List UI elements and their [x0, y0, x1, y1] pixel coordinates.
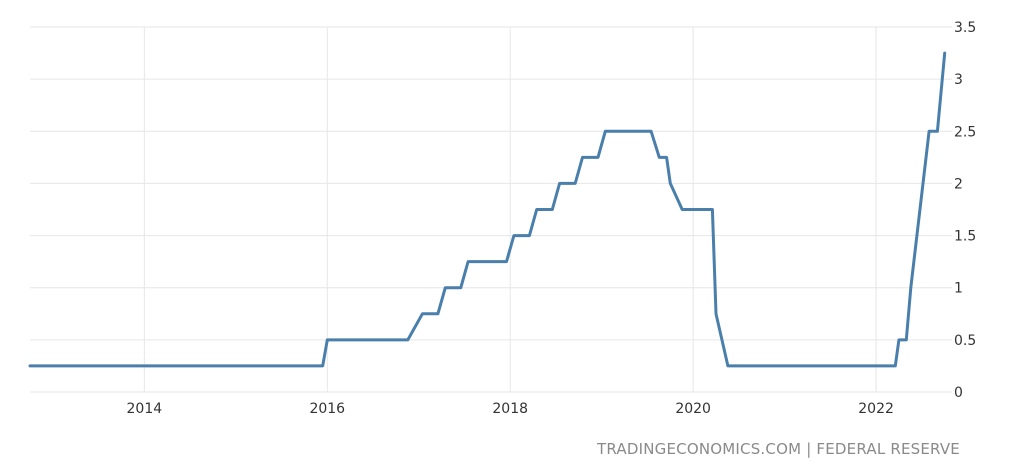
- grid-layer: [30, 26, 952, 393]
- y-tick-label: 0.5: [954, 333, 976, 349]
- y-tick-label: 0: [954, 385, 963, 401]
- x-tick-label: 2016: [309, 401, 345, 417]
- y-tick-label: 1.5: [954, 229, 976, 245]
- x-tick-label: 2018: [492, 401, 528, 417]
- y-tick-label: 2.5: [954, 124, 976, 140]
- series-layer: [28, 51, 947, 368]
- x-tick-label: 2020: [675, 401, 711, 417]
- x-tick-label: 2014: [127, 401, 163, 417]
- y-tick-label: 3.5: [954, 20, 976, 36]
- y-tick-label: 1: [954, 281, 963, 297]
- y-tick-label: 2: [954, 176, 963, 192]
- series-line: [28, 51, 947, 368]
- x-tick-label: 2022: [858, 401, 894, 417]
- y-tick-label: 3: [954, 72, 963, 88]
- tick-label-layer: 0 0.5 1 1.5 2 2.5 3 3.5 2014 2016 2018 2020 2022: [127, 20, 977, 417]
- source-attribution: TRADINGECONOMICS.COM | FEDERAL RESERVE: [597, 440, 960, 458]
